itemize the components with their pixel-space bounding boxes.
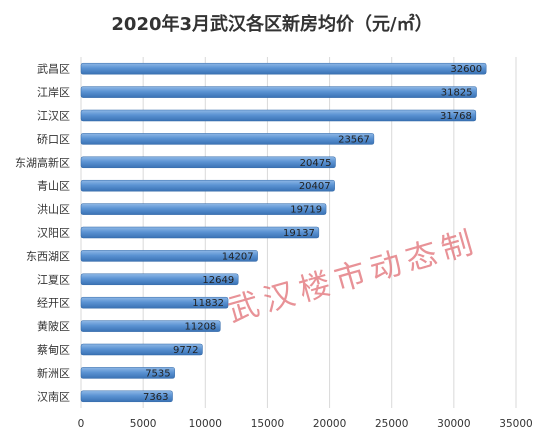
data-label: 7363 — [143, 392, 168, 403]
bar — [80, 273, 239, 286]
data-label: 20407 — [299, 181, 331, 192]
data-label: 32600 — [450, 64, 482, 75]
data-label: 12649 — [202, 275, 234, 286]
category-label: 蔡甸区 — [37, 344, 70, 357]
bar — [80, 390, 173, 403]
category-label: 汉南区 — [37, 390, 70, 403]
data-label: 19719 — [290, 205, 322, 216]
bar — [80, 296, 229, 309]
category-label: 新洲区 — [37, 366, 70, 380]
x-tick-label: 35000 — [499, 418, 532, 430]
category-label: 武昌区 — [37, 63, 70, 76]
category-label: 东湖高新区 — [15, 155, 70, 169]
data-label: 14207 — [222, 251, 254, 262]
category-label: 江汉区 — [37, 110, 70, 123]
chart-title: 2020年3月武汉各区新房均价（元/㎡） — [111, 13, 432, 35]
bars — [80, 62, 487, 403]
x-tick-label: 15000 — [251, 418, 284, 430]
x-tick-label: 25000 — [375, 418, 408, 430]
data-label: 20475 — [300, 158, 332, 169]
bar — [80, 343, 203, 356]
bar — [80, 133, 375, 145]
bar — [80, 179, 335, 192]
category-label: 洪山区 — [37, 202, 70, 216]
data-label: 9772 — [173, 345, 198, 356]
x-tick-label: 0 — [78, 418, 85, 430]
category-label: 青山区 — [37, 180, 70, 193]
bar — [80, 367, 175, 379]
data-label: 7535 — [145, 368, 170, 379]
data-label: 31768 — [440, 111, 472, 122]
bar — [80, 250, 258, 262]
bar — [80, 320, 221, 332]
category-label: 硚口区 — [37, 133, 70, 146]
bar — [80, 62, 487, 75]
category-label: 江岸区 — [37, 86, 70, 99]
bar — [80, 109, 477, 122]
data-label: 11208 — [184, 322, 216, 333]
x-tick-label: 30000 — [437, 418, 470, 430]
data-label: 23567 — [338, 134, 370, 145]
bar — [80, 226, 320, 239]
bar — [80, 203, 327, 215]
x-tick-label: 5000 — [130, 418, 157, 430]
category-label: 汉阳区 — [37, 227, 70, 240]
bar — [80, 156, 336, 169]
x-tick-label: 20000 — [313, 418, 346, 430]
watermark-text: 武汉楼市动态制 — [224, 223, 483, 329]
x-tick-label: 10000 — [189, 418, 222, 430]
category-labels: 武昌区江岸区江汉区硚口区东湖高新区青山区洪山区汉阳区东西湖区江夏区经开区黄陂区蔡… — [15, 63, 70, 404]
category-label: 江夏区 — [37, 273, 70, 286]
x-axis-tick-labels: 0 5000 10000 15000 20000 25000 30000 35000 — [78, 418, 533, 430]
category-label: 东西湖区 — [26, 250, 70, 263]
data-label: 31825 — [441, 88, 473, 99]
data-label: 11832 — [192, 298, 224, 309]
data-labels: 32600 31825 31768 23567 20475 20407 19719 19137… — [143, 64, 482, 403]
data-label: 19137 — [283, 228, 315, 239]
category-label: 经开区 — [37, 297, 70, 310]
bar — [80, 86, 477, 98]
category-label: 黄陂区 — [37, 319, 70, 333]
